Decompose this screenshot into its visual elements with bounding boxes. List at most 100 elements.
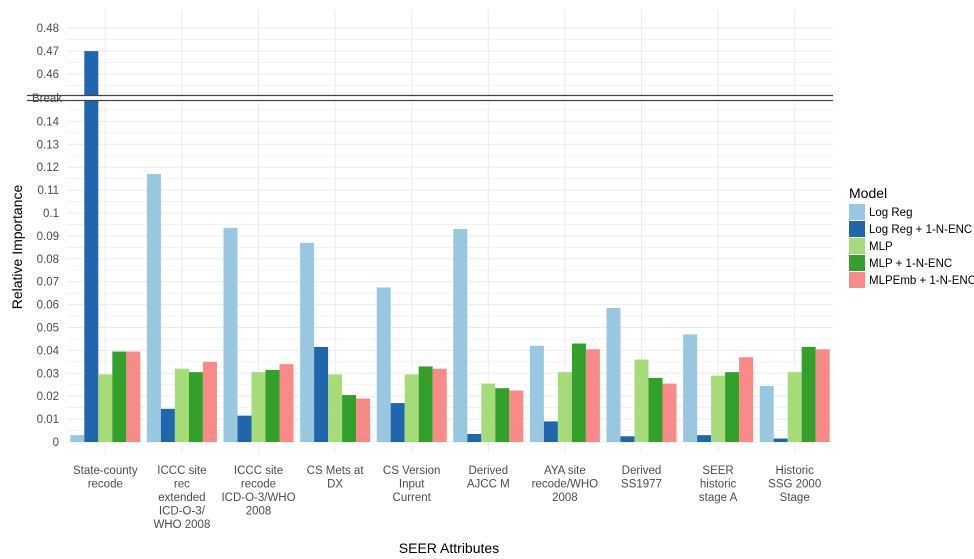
- x-tick-label-line: State-county: [73, 465, 138, 477]
- bar: [739, 357, 754, 442]
- bar: [543, 421, 558, 442]
- x-tick-labels: State-county recode ICCC site rec extended IC…: [73, 465, 821, 531]
- y-tick-label: 0.11: [37, 185, 59, 197]
- legend-swatch: [849, 204, 865, 220]
- x-tick-label: State-county recode: [73, 465, 138, 491]
- y-tick-label: 0.48: [37, 23, 59, 35]
- bar: [759, 385, 774, 442]
- bar: [467, 433, 482, 442]
- y-tick-label: 0.02: [37, 391, 59, 403]
- bar: [787, 372, 802, 442]
- bar: [634, 359, 649, 442]
- bar: [662, 383, 677, 442]
- x-tick-label-line: ICD-O-3/: [159, 506, 206, 518]
- legend-label: Log Reg: [869, 207, 912, 219]
- x-tick-label-line: Input: [399, 479, 425, 491]
- x-tick-label: ICCC site recode ICD-O-3/WHO 2008: [221, 465, 295, 518]
- bar: [390, 403, 405, 442]
- y-tick-label: 0.08: [37, 254, 59, 266]
- x-tick-label-line: AYA site: [544, 465, 586, 477]
- x-tick-label-line: Derived: [622, 465, 662, 477]
- bar: [620, 436, 635, 442]
- legend-label: MLP + 1-N-ENC: [869, 258, 952, 270]
- x-tick-label-line: recode/WHO: [532, 479, 599, 491]
- bar: [711, 375, 726, 442]
- x-tick-label-line: rec: [174, 479, 190, 491]
- bar: [432, 368, 447, 442]
- bar: [683, 334, 698, 442]
- bar: [202, 361, 217, 442]
- y-tick-label: 0.06: [37, 300, 59, 312]
- y-tick-label: 0.01: [37, 414, 59, 426]
- x-tick-label-line: SEER: [702, 465, 733, 477]
- x-tick-label-line: extended: [158, 492, 205, 504]
- y-tick-label: 0.1: [43, 208, 59, 220]
- bar: [300, 242, 315, 442]
- x-tick-label-line: SSG 2000: [768, 479, 821, 491]
- x-tick-label: CS Mets at DX: [307, 465, 365, 491]
- bar-upper: [84, 51, 99, 95]
- bar: [529, 345, 544, 442]
- bar: [265, 369, 280, 442]
- bar: [279, 364, 294, 442]
- bar: [495, 388, 510, 442]
- bar: [773, 438, 788, 442]
- legend-title: Model: [849, 185, 887, 201]
- bar: [648, 377, 663, 442]
- x-tick-label-line: SS1977: [621, 479, 662, 491]
- legend-swatch: [849, 272, 865, 288]
- axis-break: [27, 94, 833, 102]
- y-tick-label: 0.12: [37, 162, 59, 174]
- bar: [84, 101, 99, 442]
- y-tick-label: 0: [53, 437, 59, 449]
- bar: [606, 308, 621, 442]
- bar: [697, 435, 712, 442]
- bar: [356, 398, 371, 442]
- bar: [418, 366, 433, 442]
- x-tick-label-line: CS Version: [383, 465, 441, 477]
- x-tick-label-line: WHO 2008: [153, 519, 210, 531]
- bar: [557, 372, 572, 442]
- x-tick-label-line: stage A: [699, 492, 738, 504]
- x-tick-label-line: AJCC M: [467, 479, 510, 491]
- legend-label: MLPEmb + 1-N-ENC: [869, 275, 974, 287]
- y-tick-label: 0.04: [37, 345, 60, 357]
- y-tick-label: 0.14: [37, 116, 60, 128]
- y-tick-label: 0.09: [37, 231, 59, 243]
- bar: [571, 343, 586, 442]
- x-tick-label-line: 2008: [552, 492, 578, 504]
- y-axis-title: Relative Importance: [9, 185, 25, 310]
- bars: [70, 51, 830, 442]
- x-tick-label-line: Derived: [468, 465, 508, 477]
- x-tick-label: Derived SS1977: [621, 465, 662, 491]
- bar: [160, 408, 175, 442]
- bar: [126, 351, 141, 442]
- legend-swatch: [849, 238, 865, 254]
- legend-swatch: [849, 255, 865, 271]
- bar: [188, 372, 203, 442]
- x-tick-label-line: historic: [700, 479, 737, 491]
- y-tick-label: 0.47: [37, 46, 59, 58]
- x-tick-label-line: DX: [327, 479, 343, 491]
- x-tick-label: Derived AJCC M: [467, 465, 510, 491]
- legend-swatch: [849, 221, 865, 237]
- bar: [328, 374, 343, 442]
- x-tick-label: Historic SSG 2000 Stage: [768, 465, 821, 504]
- x-tick-label-line: ICCC site: [157, 465, 206, 477]
- bar: [98, 374, 113, 442]
- y-tick-label: 0.46: [37, 69, 59, 81]
- bar: [174, 368, 189, 442]
- x-tick-label-line: recode: [88, 479, 123, 491]
- bar: [815, 349, 830, 442]
- y-tick-label: 0.07: [37, 277, 59, 289]
- bar: [112, 351, 127, 442]
- bar: [585, 349, 600, 442]
- x-tick-label-line: Historic: [776, 465, 815, 477]
- x-tick-label-line: Stage: [780, 492, 810, 504]
- bar: [237, 415, 252, 442]
- bar: [453, 229, 468, 442]
- x-tick-label-line: recode: [241, 479, 276, 491]
- bar: [251, 372, 266, 442]
- bar: [223, 227, 238, 442]
- bar: [509, 390, 524, 442]
